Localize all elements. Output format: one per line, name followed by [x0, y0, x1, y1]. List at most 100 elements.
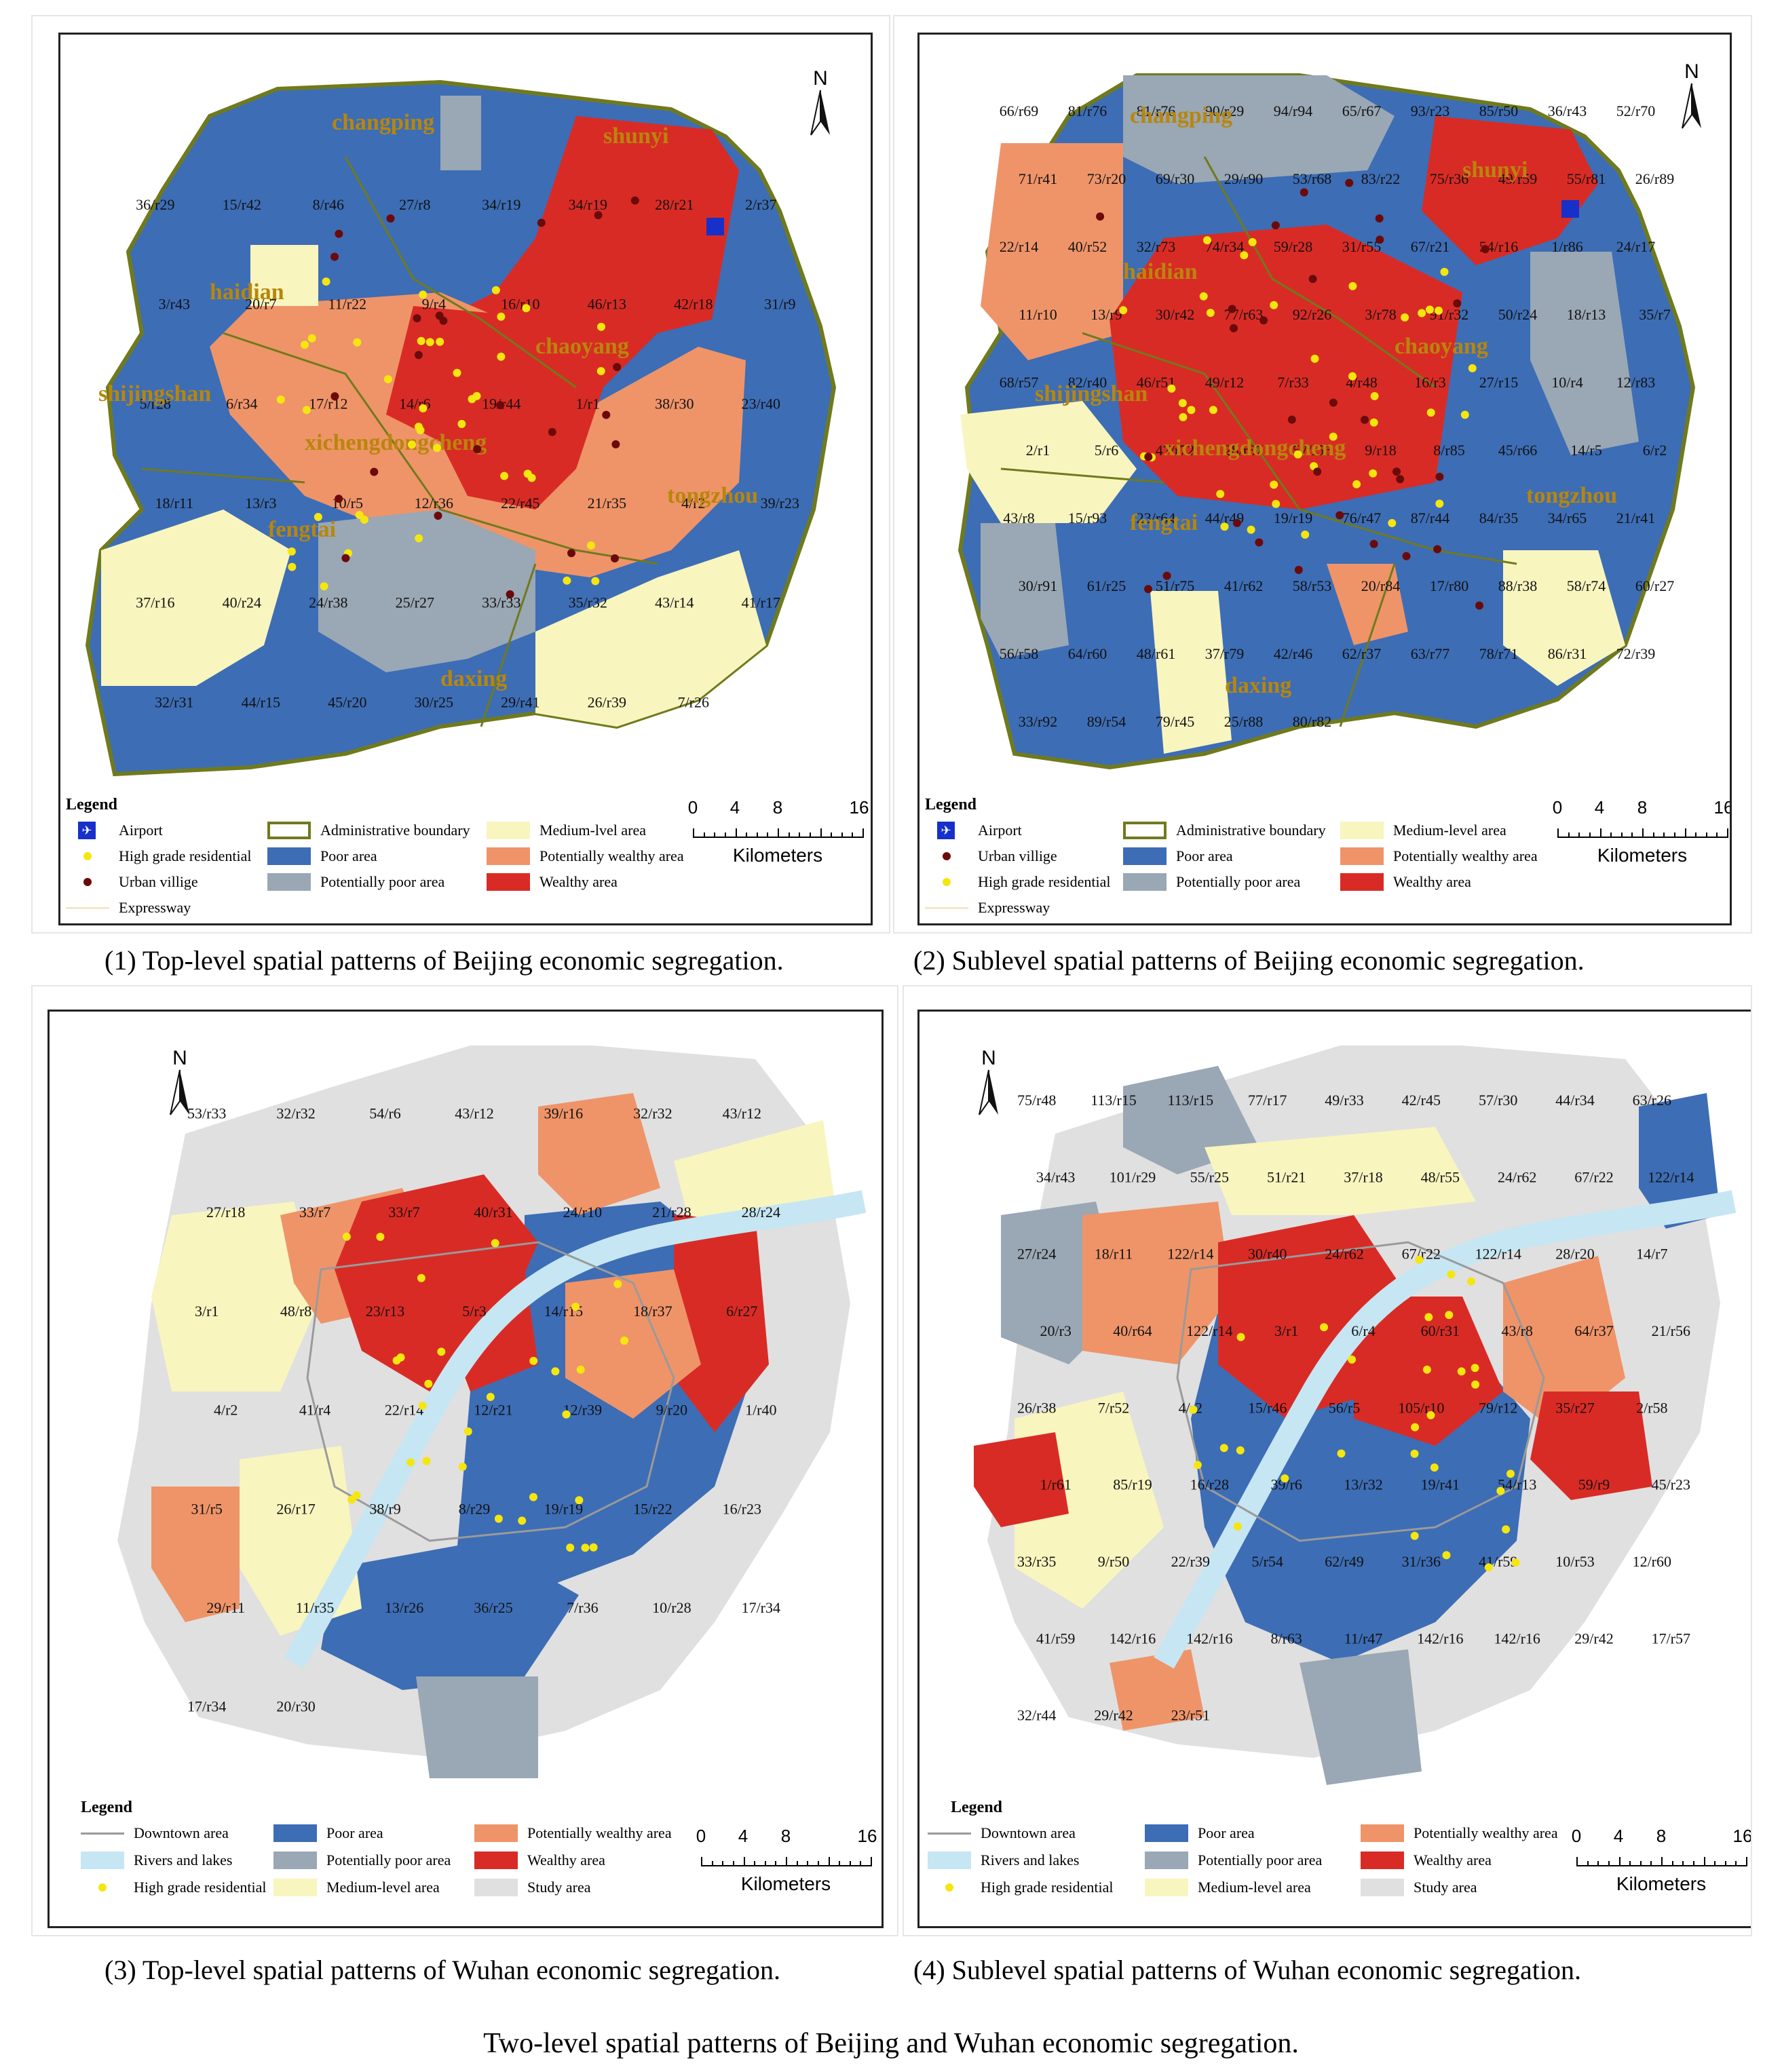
zone-label: 37/r16 [136, 594, 174, 611]
high-grade-point [418, 1402, 427, 1410]
downtown-boundary [1176, 1241, 1545, 1542]
medium-se [1503, 550, 1625, 686]
urban-village-point [335, 495, 343, 503]
zone-label: 32/r73 [1137, 238, 1175, 255]
district-name: shijingshan [98, 381, 211, 406]
potentially-poor-north [1123, 75, 1395, 184]
legend-title: Legend [66, 796, 118, 813]
zone-label: 29/r42 [1094, 1707, 1133, 1724]
zone-label: 5/r54 [1251, 1553, 1283, 1570]
downtown-boundary [306, 1241, 675, 1542]
potentially-wealthy-nw [1082, 1202, 1232, 1364]
high-grade-point [1369, 469, 1378, 478]
airport-marker [1561, 200, 1579, 218]
map-labels: 75/r48 113/r15 113/r15 77/r17 49/r33 42/r45 57… [1017, 1092, 1694, 1724]
zone-label: 43/r14 [655, 594, 694, 611]
zone-label: 93/r23 [1411, 102, 1449, 119]
zone-label: 4/r2 [681, 495, 705, 512]
zone-label: 55/r25 [1190, 1168, 1229, 1185]
high-grade-point [566, 1543, 575, 1552]
zone-label: 12/r83 [1616, 374, 1655, 391]
high-grade-point [1442, 1551, 1451, 1560]
zone-label: 23/r64 [1137, 510, 1175, 526]
zone-label: 20/r84 [1361, 577, 1400, 594]
zone-label: 11/r22 [328, 296, 366, 313]
legend-study: Study area [1361, 1877, 1477, 1898]
district-name: tongzhou [1526, 483, 1617, 508]
north-arrow: N [1671, 60, 1712, 135]
zone-label: 15/r42 [223, 196, 261, 213]
north-arrow: N [968, 1047, 1009, 1121]
zone-label: 11/r47 [1344, 1630, 1383, 1647]
zone-label: 71/r41 [1019, 170, 1057, 187]
district-name: fengtai [268, 517, 336, 542]
zone-label: 87/r44 [1411, 510, 1449, 526]
dot-icon [925, 873, 968, 891]
district-name: xichengdongcheng [305, 430, 487, 455]
zone-label: 57/r30 [1479, 1092, 1517, 1109]
high-grade-point [419, 404, 428, 413]
potentially-wealthy-ne [538, 1093, 660, 1215]
zone-label: 45/r23 [1652, 1476, 1690, 1493]
zone-label: 11/r35 [296, 1599, 335, 1616]
zone-label: 73/r20 [1087, 170, 1126, 187]
legend-boundary: Administrative boundary [267, 820, 470, 841]
legend-medium: Medium-level area [1340, 820, 1506, 841]
zone-label: 40/r24 [223, 594, 261, 611]
high-grade-point [491, 1239, 499, 1248]
zone-label: 24/r62 [1498, 1168, 1536, 1185]
urban-village-point [1361, 415, 1369, 424]
zone-label: 33/r7 [299, 1204, 330, 1221]
legend-wealthy: Wealthy area [1361, 1850, 1492, 1870]
zone-label: 14/r7 [1636, 1246, 1667, 1263]
zone-label: 18/r37 [633, 1303, 672, 1320]
potentially-poor-sw [981, 523, 1069, 659]
zone-label: 45/r20 [328, 693, 366, 710]
north-arrow: N [159, 1047, 200, 1121]
potentially-wealthy-far-west [151, 1486, 240, 1622]
high-grade-point [383, 375, 392, 383]
high-grade-point [463, 1427, 472, 1436]
zone-label: 42/r46 [1274, 645, 1312, 662]
wealthy-core [1110, 225, 1462, 510]
urban-village-point [1433, 545, 1442, 554]
high-grade-point [376, 1233, 385, 1241]
legend: Legend Downtown area Rivers and lakes Hi… [50, 1792, 881, 1926]
high-grade-point [1410, 1531, 1419, 1540]
district-name: shunyi [603, 123, 668, 149]
high-grade-point [342, 1232, 351, 1241]
zone-label: 67/r21 [1411, 238, 1449, 255]
caption-1: (1) Top-level spatial patterns of Beijin… [105, 945, 784, 976]
urban-village-point [414, 351, 423, 360]
zone-label: 63/r26 [1633, 1092, 1671, 1109]
zone-label: 1/r40 [745, 1402, 776, 1419]
zone-label: 13/r3 [245, 495, 276, 512]
zone-label: 16/r3 [1414, 374, 1445, 391]
zone-label: 69/r30 [1156, 170, 1194, 187]
high-grade-point [1337, 1449, 1346, 1458]
zone-label: 20/r7 [245, 296, 276, 313]
urban-village-point [594, 211, 603, 220]
high-grade-point [1301, 531, 1310, 539]
zone-label: 3/r78 [1365, 306, 1396, 323]
zone-label: 7/r26 [678, 693, 709, 710]
high-grade-point [396, 1353, 405, 1362]
zone-label: 54/r6 [369, 1105, 400, 1121]
zone-label: 48/r61 [1137, 645, 1175, 662]
zone-label: 72/r39 [1616, 645, 1655, 662]
high-grade-point [1310, 354, 1319, 363]
zone-label: 9/r20 [656, 1402, 687, 1419]
urban-village-point [602, 410, 611, 419]
high-grade-point [1216, 490, 1225, 499]
zone-label: 20/r30 [276, 1698, 315, 1715]
urban-village-point [1375, 214, 1384, 223]
legend-study: Study area [474, 1877, 590, 1898]
zone-label: 33/r7 [388, 1204, 419, 1221]
zone-label: 32/r31 [155, 693, 193, 710]
zone-label: 29/r11 [206, 1599, 245, 1616]
zone-label: 17/r34 [742, 1599, 780, 1616]
zone-label: 33/r33 [482, 594, 520, 611]
zone-label: 122/r14 [1648, 1168, 1694, 1185]
zone-label: 21/r56 [1652, 1322, 1690, 1339]
scale-bar: 0 4 8 16 Kilometers [687, 797, 869, 866]
